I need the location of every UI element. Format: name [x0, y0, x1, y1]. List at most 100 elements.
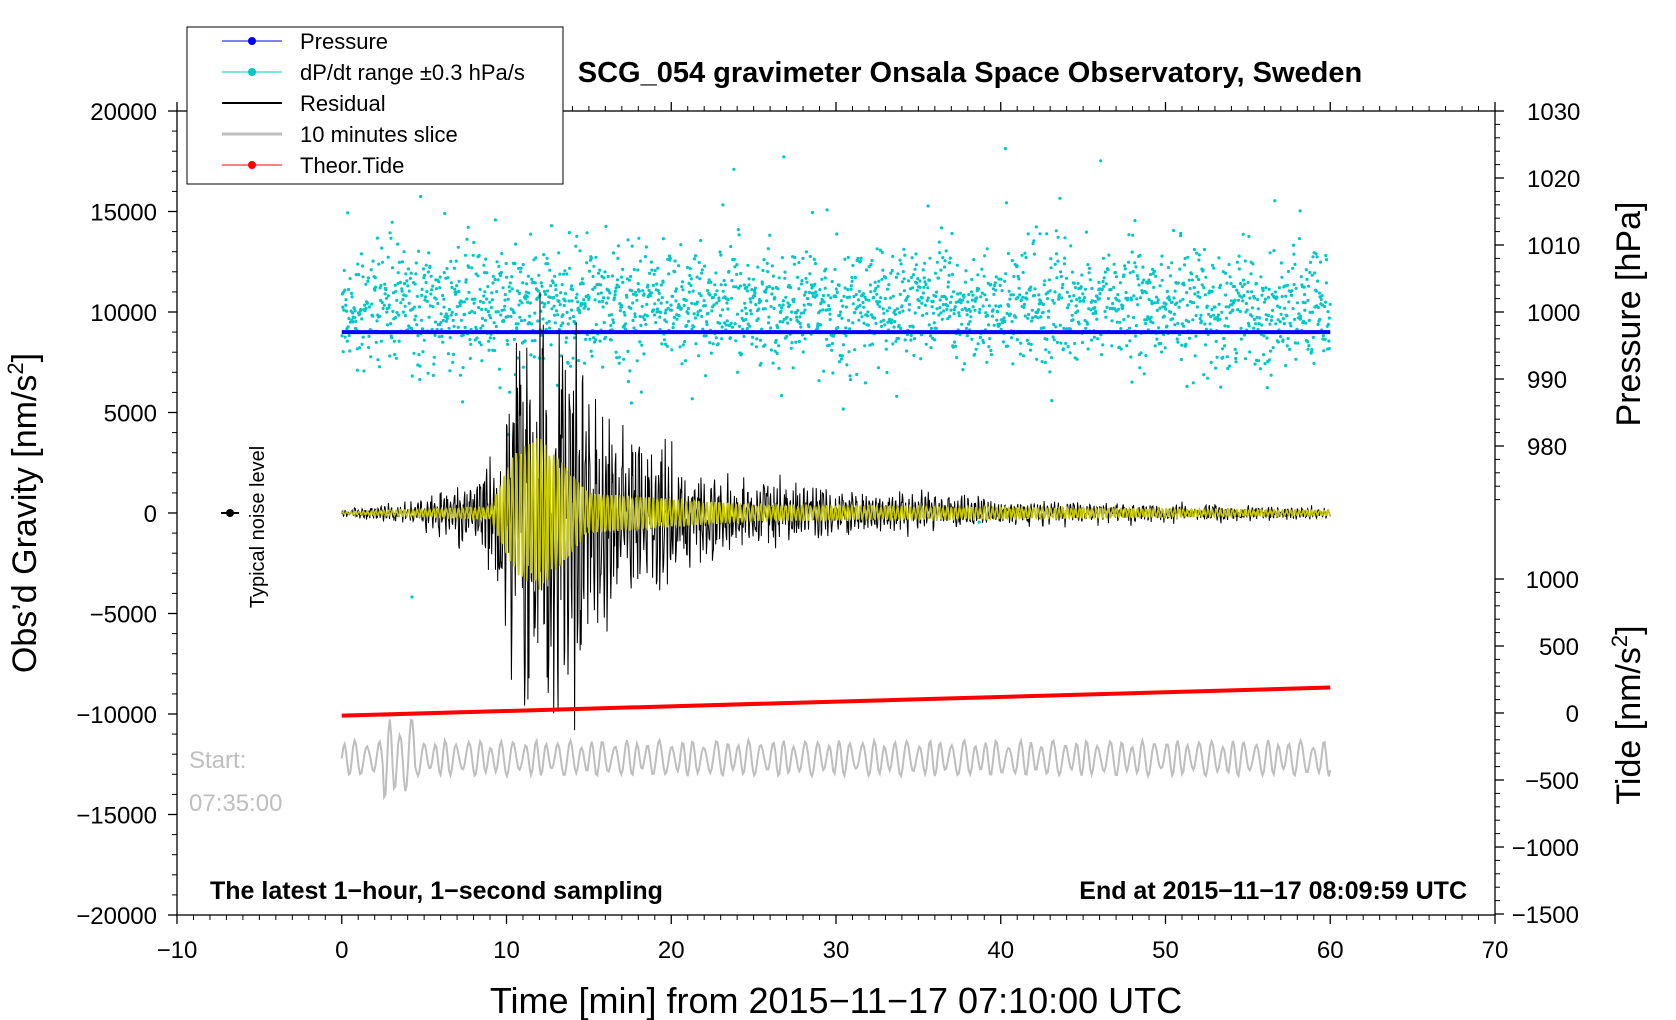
dpdt-point — [1024, 291, 1029, 295]
dpdt-point — [836, 325, 840, 330]
dpdt-point — [974, 347, 978, 351]
dpdt-point — [641, 289, 645, 293]
dpdt-point — [649, 291, 654, 295]
dpdt-point — [818, 309, 822, 313]
dpdt-point — [625, 295, 629, 299]
dpdt-point — [422, 338, 426, 342]
dpdt-point — [574, 296, 578, 300]
dpdt-point — [945, 307, 949, 311]
dpdt-point — [973, 299, 977, 303]
dpdt-point — [1203, 322, 1207, 326]
dpdt-point — [594, 322, 598, 327]
dpdt-point — [969, 290, 974, 294]
dpdt-point — [727, 269, 731, 273]
dpdt-point — [881, 307, 885, 311]
dpdt-point — [1022, 305, 1026, 309]
dpdt-point — [490, 298, 494, 302]
dpdt-point — [1175, 337, 1179, 341]
dpdt-point — [1056, 235, 1060, 239]
dpdt-point — [602, 276, 606, 280]
dpdt-point — [371, 314, 375, 318]
dpdt-point — [983, 293, 987, 297]
dpdt-point — [679, 306, 684, 310]
dpdt-point — [1224, 293, 1228, 297]
dpdt-point — [1149, 315, 1153, 319]
dpdt-point — [849, 284, 853, 288]
dpdt-point — [548, 295, 552, 299]
dpdt-point — [769, 326, 773, 330]
dpdt-point — [1266, 313, 1270, 318]
dpdt-point — [545, 256, 549, 260]
dpdt-point — [1194, 313, 1198, 318]
dpdt-point — [893, 320, 897, 324]
dpdt-point — [728, 336, 732, 340]
dpdt-point — [370, 302, 374, 306]
dpdt-point — [640, 343, 644, 347]
dpdt-point — [753, 294, 757, 298]
dpdt-point — [1049, 257, 1053, 261]
series-slice-line — [340, 718, 1332, 801]
dpdt-point — [1028, 288, 1032, 292]
dpdt-point — [346, 211, 350, 215]
dpdt-point — [471, 253, 475, 257]
dpdt-point — [1160, 350, 1164, 354]
dpdt-point — [1318, 317, 1322, 321]
dpdt-point — [945, 304, 950, 308]
dpdt-point — [386, 294, 390, 298]
dpdt-point — [1324, 253, 1328, 258]
dpdt-point — [935, 307, 939, 311]
dpdt-point — [1322, 349, 1326, 353]
dpdt-point — [866, 310, 870, 314]
dpdt-point — [637, 236, 641, 240]
dpdt-point — [747, 283, 751, 287]
dpdt-point — [1198, 317, 1202, 321]
dpdt-point — [799, 325, 803, 329]
dpdt-point — [911, 286, 915, 290]
dpdt-point — [697, 260, 701, 265]
dpdt-point — [1152, 285, 1156, 289]
dpdt-point — [528, 314, 532, 318]
dpdt-point — [1014, 315, 1018, 319]
dpdt-point — [427, 315, 431, 319]
dpdt-point — [655, 282, 659, 286]
dpdt-point — [943, 265, 947, 269]
dpdt-point — [703, 304, 708, 308]
dpdt-point — [808, 272, 812, 276]
dpdt-point — [426, 371, 430, 375]
dpdt-point — [700, 314, 704, 319]
dpdt-point — [1122, 273, 1126, 277]
dpdt-point — [571, 288, 575, 292]
dpdt-point — [984, 311, 988, 315]
dpdt-point — [683, 340, 687, 344]
dpdt-point — [1005, 344, 1010, 348]
dpdt-point — [855, 372, 859, 377]
dpdt-point — [1237, 267, 1241, 271]
dpdt-point — [927, 278, 932, 282]
dpdt-point — [1050, 399, 1054, 403]
dpdt-point — [992, 323, 996, 327]
dpdt-point — [651, 283, 656, 287]
dpdt-point — [1007, 304, 1011, 308]
dpdt-point — [425, 299, 429, 303]
dpdt-point — [968, 309, 972, 313]
dpdt-point — [1253, 362, 1257, 366]
dpdt-point — [420, 293, 424, 297]
dpdt-point — [882, 318, 886, 322]
dpdt-point — [1198, 295, 1202, 300]
dpdt-point — [1231, 308, 1235, 312]
dpdt-point — [1058, 196, 1062, 200]
dpdt-point — [636, 282, 640, 286]
legend-marker-dpdt — [248, 68, 256, 76]
dpdt-point — [827, 304, 831, 308]
dpdt-point — [344, 309, 349, 313]
dpdt-point — [1263, 297, 1267, 301]
dpdt-point — [364, 282, 368, 286]
dpdt-point — [399, 301, 403, 305]
dpdt-point — [720, 325, 724, 329]
dpdt-point — [1001, 340, 1006, 344]
dpdt-point — [1290, 293, 1294, 297]
dpdt-point — [843, 257, 847, 261]
dpdt-point — [1004, 272, 1008, 276]
dpdt-point — [1075, 298, 1079, 302]
dpdt-point — [1325, 258, 1329, 262]
